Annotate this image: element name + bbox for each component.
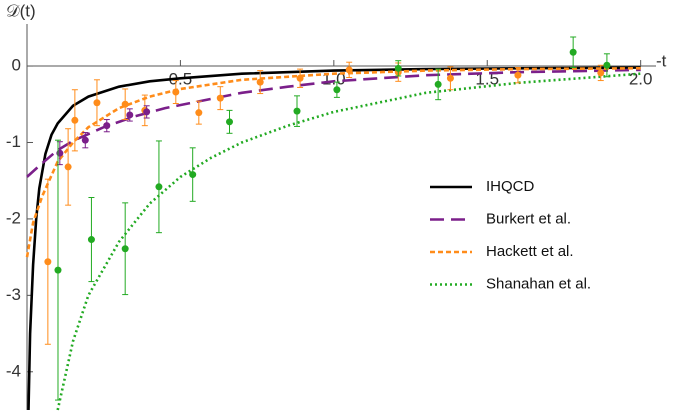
data-point (103, 122, 111, 130)
data-point (54, 266, 62, 274)
y-tick-label: -4 (6, 361, 21, 380)
data-point (87, 236, 95, 244)
data-point (71, 116, 79, 124)
y-tick-label: -1 (6, 132, 21, 151)
data-point (44, 258, 52, 266)
data-point (434, 80, 442, 88)
data-point (56, 149, 64, 157)
data-point (93, 99, 101, 107)
data-point (81, 136, 89, 144)
data-point (121, 100, 129, 108)
legend-label: IHQCD (486, 178, 535, 195)
data-point (155, 183, 163, 191)
data-point (226, 118, 234, 126)
data-point (394, 64, 402, 72)
data-point (189, 171, 197, 179)
data-point (597, 69, 605, 77)
y-axis-label: 𝒟(t) (6, 1, 36, 20)
data-point (172, 88, 180, 96)
data-point (345, 66, 353, 74)
data-point (195, 109, 203, 117)
y-tick-label: 0 (12, 56, 21, 75)
data-point (333, 86, 341, 94)
data-point (514, 71, 522, 79)
legend-label: Shanahan et al. (486, 275, 591, 292)
data-point (446, 74, 454, 82)
y-tick-label: -3 (6, 285, 21, 304)
data-point (296, 74, 304, 82)
x-tick-label: 2.0 (629, 70, 653, 89)
data-point (256, 78, 264, 86)
legend-label: Hackett et al. (486, 243, 574, 260)
data-point (121, 245, 129, 253)
data-point (569, 48, 577, 56)
x-axis-label: -t (656, 51, 667, 70)
curve (27, 66, 641, 411)
data-point (64, 163, 72, 171)
curve (25, 67, 641, 258)
y-tick-label: -2 (6, 208, 21, 227)
data-point (143, 108, 151, 116)
data-point (126, 111, 134, 119)
curve (56, 72, 641, 411)
data-point (293, 107, 301, 115)
legend-label: Burkert et al. (486, 210, 571, 227)
data-point (216, 94, 224, 102)
data-point (603, 61, 611, 69)
